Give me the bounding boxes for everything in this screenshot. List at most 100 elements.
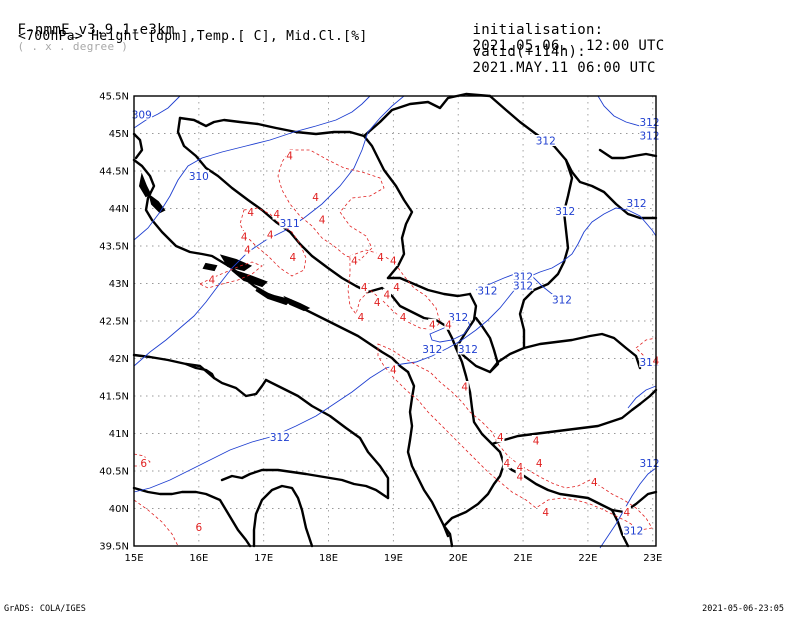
- field-description: <700hPa> Height [dpm],Temp.[ C], Mid.Cl.…: [18, 29, 368, 44]
- temperature-contour-label: 4: [358, 312, 365, 324]
- credit-label: GrADS: COLA/IGES: [4, 604, 86, 614]
- aegean-coast: [502, 462, 658, 514]
- temperature-contour-label-bg: [515, 461, 524, 473]
- temp-4-north: [277, 149, 385, 261]
- temperature-contour-label: 4: [384, 289, 391, 301]
- temperature-contour-label: 4: [273, 209, 280, 221]
- contour-312-main: [133, 207, 657, 493]
- height-contour-label-bg: [512, 270, 534, 282]
- temperature-contour-label: 4: [504, 458, 511, 470]
- temperature-contour-label-bg: [356, 311, 366, 323]
- temperature-contour-label-bg: [266, 228, 275, 240]
- timestamp-label: 2021-05-06-23:05: [702, 604, 784, 614]
- dalmatian-islands: [138, 172, 311, 312]
- temperature-contour-label-bg: [360, 281, 369, 293]
- contour-309: [133, 95, 181, 129]
- init-value: 2021.05.06. 12:00 UTC: [472, 38, 665, 54]
- coastline-borders: [132, 92, 658, 548]
- latitude-tick-label: 45N: [109, 129, 129, 140]
- temperature-contour-label-bg: [590, 476, 599, 488]
- height-contour-label-bg: [188, 170, 210, 182]
- height-contour-label-bg: [639, 356, 660, 368]
- contour-311: [133, 95, 405, 367]
- temperature-contour-label-bg: [285, 150, 294, 161]
- height-contour-label: 312: [477, 286, 497, 298]
- height-contour-label-bg: [477, 285, 498, 296]
- chalkidiki-coast: [610, 508, 630, 548]
- height-contour-label: 312: [639, 117, 659, 129]
- temperature-contour-label: 4: [533, 436, 540, 448]
- height-contour-label-bg: [551, 294, 573, 305]
- height-contour-label: 312: [639, 458, 659, 470]
- temperature-contour-label-bg: [317, 213, 327, 225]
- longitude-tick-label: 15E: [124, 553, 143, 564]
- temperature-contour-label: 4: [516, 472, 523, 484]
- height-contour-label-bg: [269, 431, 291, 443]
- longitude-tick-label: 23E: [643, 553, 662, 564]
- longitude-tick-label: 18E: [319, 553, 338, 564]
- model-title: F-nmmE_v3.9.1-e3km ( . x . degree ): [0, 6, 175, 54]
- temperature-contour-label: 4: [247, 207, 254, 219]
- temperature-contour-label-bg: [535, 457, 544, 469]
- init-label: initialisation:: [472, 22, 604, 38]
- island-north-1: [148, 193, 166, 214]
- height-contour-label: 312: [623, 526, 643, 538]
- latitude-tick-label: 40N: [109, 504, 129, 515]
- height-contour-label-bg: [457, 343, 479, 355]
- longitude-tick-label: 22E: [578, 553, 597, 564]
- latitude-tick-label: 42N: [109, 354, 129, 365]
- temperature-contour-label: 4: [377, 252, 384, 264]
- longitude-tick-label: 17E: [254, 553, 273, 564]
- temperature-contour-label: 4: [267, 229, 274, 241]
- longitude-tick-label: 19E: [384, 553, 403, 564]
- temperature-contour-label-bg: [272, 208, 281, 220]
- map-frame: [133, 95, 657, 547]
- temperature-contour-label-bg: [496, 431, 505, 443]
- model-name: F-nmmE_v3.9.1-e3km: [17, 22, 175, 38]
- border-serbia-east: [488, 94, 658, 220]
- longitude-tick-label: 20E: [449, 553, 468, 564]
- temperature-contour-label-bg: [194, 521, 203, 533]
- longitude-tick-label: 16E: [189, 553, 208, 564]
- height-contour-label-bg: [554, 205, 576, 217]
- temperature-contour-label: 4: [623, 507, 630, 519]
- height-contour-label-bg: [626, 197, 647, 209]
- italy-adriatic-coast: [132, 353, 268, 398]
- latitude-tick-label: 41N: [109, 429, 129, 440]
- graticule-grid: [134, 96, 656, 546]
- latitude-tick-label: 45.5N: [99, 92, 129, 103]
- valid-label: valid(+114h):: [472, 44, 586, 60]
- temperature-contour-label: 4: [461, 382, 468, 394]
- height-contour-label-bg: [279, 217, 300, 229]
- contour-312-south: [599, 467, 657, 549]
- temperature-contours: [133, 149, 657, 547]
- temperature-contour-label: 4: [497, 432, 504, 444]
- border-macedonia: [488, 332, 642, 374]
- island-mljet: [283, 295, 311, 312]
- temperature-contour-label-bg: [460, 381, 469, 392]
- height-contour-label: 312: [513, 280, 533, 292]
- height-contour-label-bg: [623, 525, 644, 536]
- height-contour-label: 310: [189, 171, 209, 183]
- temperature-contour-label: 4: [591, 477, 598, 489]
- temperature-contour-label: 4: [445, 319, 452, 331]
- height-label-layer: 3093103113123123123123123123123123123123…: [131, 108, 660, 538]
- border-romania-bulgaria: [598, 148, 658, 160]
- valid-value: 2021.MAY.11 06:00 UTC: [472, 60, 656, 76]
- height-contour-label-bg: [421, 343, 443, 355]
- latitude-tick-label: 44N: [109, 204, 129, 215]
- height-contour-label-bg: [639, 457, 660, 469]
- temperature-contour-label-bg: [515, 471, 524, 482]
- temperature-contour-label-bg: [246, 206, 255, 218]
- istria-coast: [132, 132, 144, 160]
- height-contour-label: 312: [552, 295, 572, 307]
- calabria-east-coast: [252, 484, 314, 548]
- contour-312-se: [627, 385, 657, 409]
- height-contour-label: 312: [555, 206, 575, 218]
- temperature-contour-label-bg: [376, 251, 385, 263]
- latitude-tick-label: 43N: [109, 279, 129, 290]
- latitude-labels: 45.5N 45N 44.5N 44N 43.5N 43N 42.5N 42N 41.5N 41N…: [99, 92, 129, 553]
- border-bulgaria-greece: [638, 388, 658, 406]
